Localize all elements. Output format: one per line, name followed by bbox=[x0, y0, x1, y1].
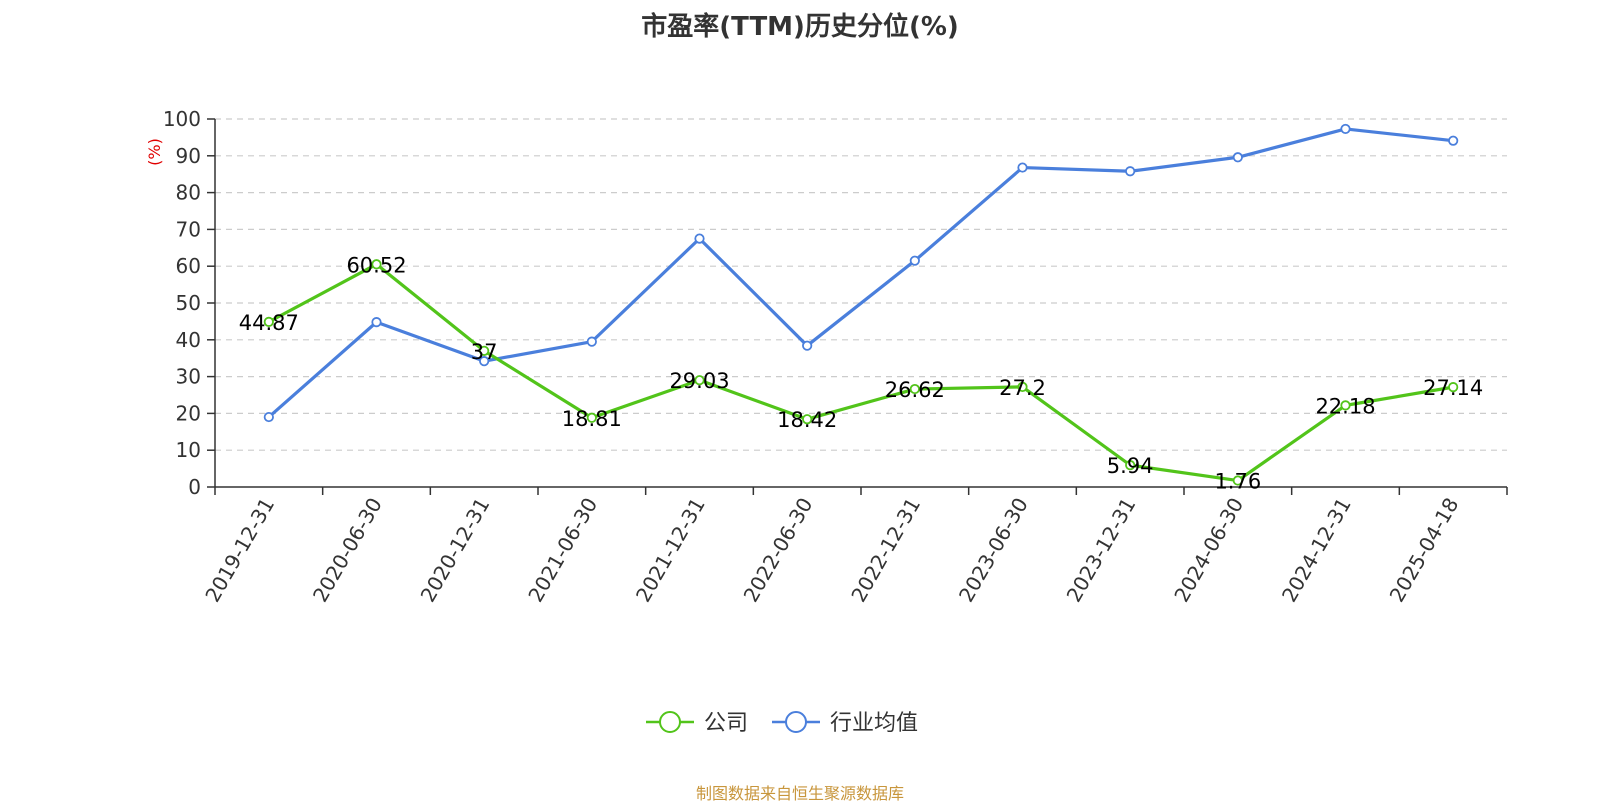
company-data-label: 18.81 bbox=[562, 407, 622, 431]
x-tick-label: 2020-06-30 bbox=[308, 494, 387, 607]
legend-marker bbox=[659, 711, 681, 733]
y-tick-label: 70 bbox=[176, 217, 201, 241]
series-line-company bbox=[268, 262, 1454, 483]
company-point bbox=[1232, 475, 1243, 486]
legend[interactable]: 公司 行业均值 bbox=[646, 711, 918, 736]
company-data-label: 44.87 bbox=[239, 311, 299, 335]
y-tick-label: 100 bbox=[163, 107, 201, 131]
company-data-label: 26.62 bbox=[885, 378, 945, 402]
grid-lines bbox=[215, 118, 1507, 451]
data-labels: 44.87 60.52 37 18.81 29.03 18.42 26.62 27.2 5.94… bbox=[239, 253, 1483, 493]
series-lines bbox=[263, 123, 1459, 486]
industry-point bbox=[1232, 152, 1243, 163]
x-tick-label: 2023-12-31 bbox=[1062, 494, 1141, 607]
company-data-label: 22.18 bbox=[1315, 394, 1375, 418]
source-note: 制图数据来自恒生聚源数据库 bbox=[695, 784, 904, 803]
x-tick-label: 2020-12-31 bbox=[416, 493, 495, 606]
industry-point bbox=[263, 411, 274, 423]
company-point bbox=[909, 383, 920, 395]
company-point bbox=[1125, 460, 1136, 471]
company-data-label: 5.94 bbox=[1107, 454, 1154, 478]
company-data-label: 29.03 bbox=[669, 369, 729, 393]
x-tick-label: 2023-06-30 bbox=[954, 494, 1033, 607]
y-tick-label: 0 bbox=[188, 475, 201, 499]
industry-point bbox=[479, 356, 490, 367]
industry-point bbox=[694, 233, 705, 244]
y-tick-label: 30 bbox=[176, 365, 201, 389]
x-tick-label: 2025-04-18 bbox=[1385, 494, 1464, 607]
x-tick-label: 2021-12-31 bbox=[631, 494, 710, 607]
legend-item-company[interactable]: 公司 bbox=[646, 711, 748, 736]
company-data-label: 27.14 bbox=[1423, 376, 1483, 400]
industry-point bbox=[586, 336, 597, 347]
company-point bbox=[371, 259, 382, 270]
company-point bbox=[1448, 382, 1459, 393]
chart-title: 市盈率(TTM)历史分位(%) bbox=[641, 12, 959, 42]
company-point bbox=[1340, 400, 1351, 411]
x-tick-label: 2022-12-31 bbox=[846, 493, 925, 606]
company-point bbox=[586, 412, 597, 423]
legend-label: 行业均值 bbox=[830, 711, 918, 736]
company-point bbox=[479, 345, 490, 356]
series-line-industry bbox=[267, 127, 1454, 419]
company-point bbox=[1017, 381, 1028, 393]
legend-item-industry[interactable]: 行业均值 bbox=[772, 711, 918, 736]
y-tick-label: 80 bbox=[176, 181, 201, 205]
y-tick-label: 10 bbox=[176, 438, 201, 462]
y-tick-label: 90 bbox=[176, 144, 201, 168]
industry-point bbox=[371, 317, 382, 328]
company-point bbox=[802, 414, 813, 425]
company-data-label: 27.2 bbox=[999, 376, 1046, 400]
y-tick-label: 50 bbox=[176, 291, 201, 315]
legend-label: 公司 bbox=[704, 711, 748, 736]
y-tick-label: 60 bbox=[176, 254, 201, 278]
y-axis-label: (%) bbox=[145, 138, 164, 166]
x-tick-label: 2024-12-31 bbox=[1277, 494, 1356, 607]
industry-point bbox=[909, 255, 920, 266]
industry-point bbox=[1340, 123, 1351, 135]
y-tick-label: 20 bbox=[176, 401, 201, 425]
industry-point bbox=[1448, 135, 1459, 146]
company-data-label: 1.76 bbox=[1214, 470, 1261, 494]
y-tick-label: 40 bbox=[176, 328, 201, 352]
x-tick-label: 2024-06-30 bbox=[1169, 494, 1248, 607]
industry-point bbox=[1125, 166, 1136, 177]
x-tick-label: 2022-06-30 bbox=[739, 494, 818, 607]
legend-marker bbox=[785, 711, 807, 733]
industry-point bbox=[802, 340, 813, 351]
company-data-label: 60.52 bbox=[346, 253, 406, 277]
x-tick-label: 2019-12-31 bbox=[200, 494, 279, 607]
company-data-label: 18.42 bbox=[777, 408, 837, 432]
company-data-label: 37 bbox=[471, 340, 498, 364]
x-tick-label: 2021-06-30 bbox=[523, 494, 602, 607]
company-point bbox=[263, 316, 274, 327]
axes: 0 10 20 30 40 50 60 70 80 90 100 2019-12-31 2020-06-… bbox=[163, 107, 1508, 607]
industry-point bbox=[1017, 162, 1028, 173]
company-point bbox=[694, 375, 705, 386]
